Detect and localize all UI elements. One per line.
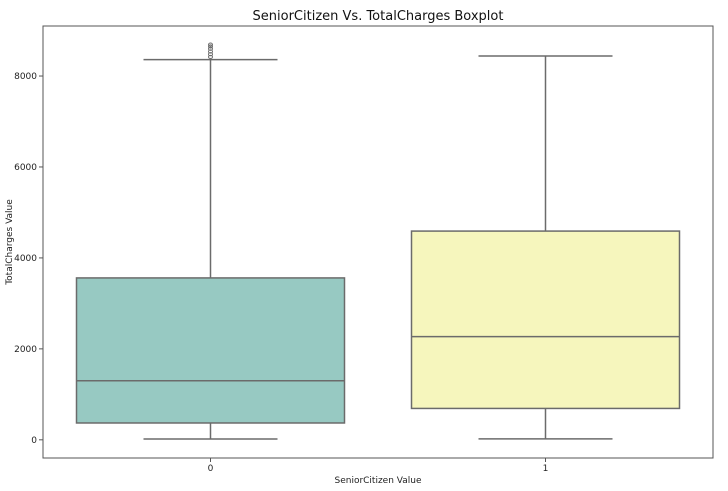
box-iqr — [75, 277, 346, 424]
outlier-point — [208, 44, 213, 49]
boxes-layer — [75, 42, 681, 440]
y-tick-label: 2000 — [14, 345, 37, 355]
chart-title: SeniorCitizen Vs. TotalCharges Boxplot — [253, 9, 504, 24]
x-tick-label: 1 — [543, 464, 549, 474]
box-iqr — [410, 230, 681, 410]
plot-area-frame — [42, 25, 714, 459]
outlier-point — [208, 42, 213, 47]
outlier-point — [208, 46, 213, 51]
y-tick-label: 0 — [31, 436, 37, 446]
x-tick-label: 0 — [208, 464, 214, 474]
box-group-1 — [410, 55, 681, 440]
y-axis-label: TotalCharges Value — [5, 199, 15, 286]
y-tick-label: 8000 — [14, 72, 37, 82]
y-tick-label: 4000 — [14, 254, 37, 264]
y-axis: 0 2000 4000 6000 8000 — [14, 72, 43, 446]
y-tick-label: 6000 — [14, 163, 37, 173]
box-group-0 — [75, 42, 346, 440]
x-axis-label: SeniorCitizen Value — [334, 476, 421, 486]
